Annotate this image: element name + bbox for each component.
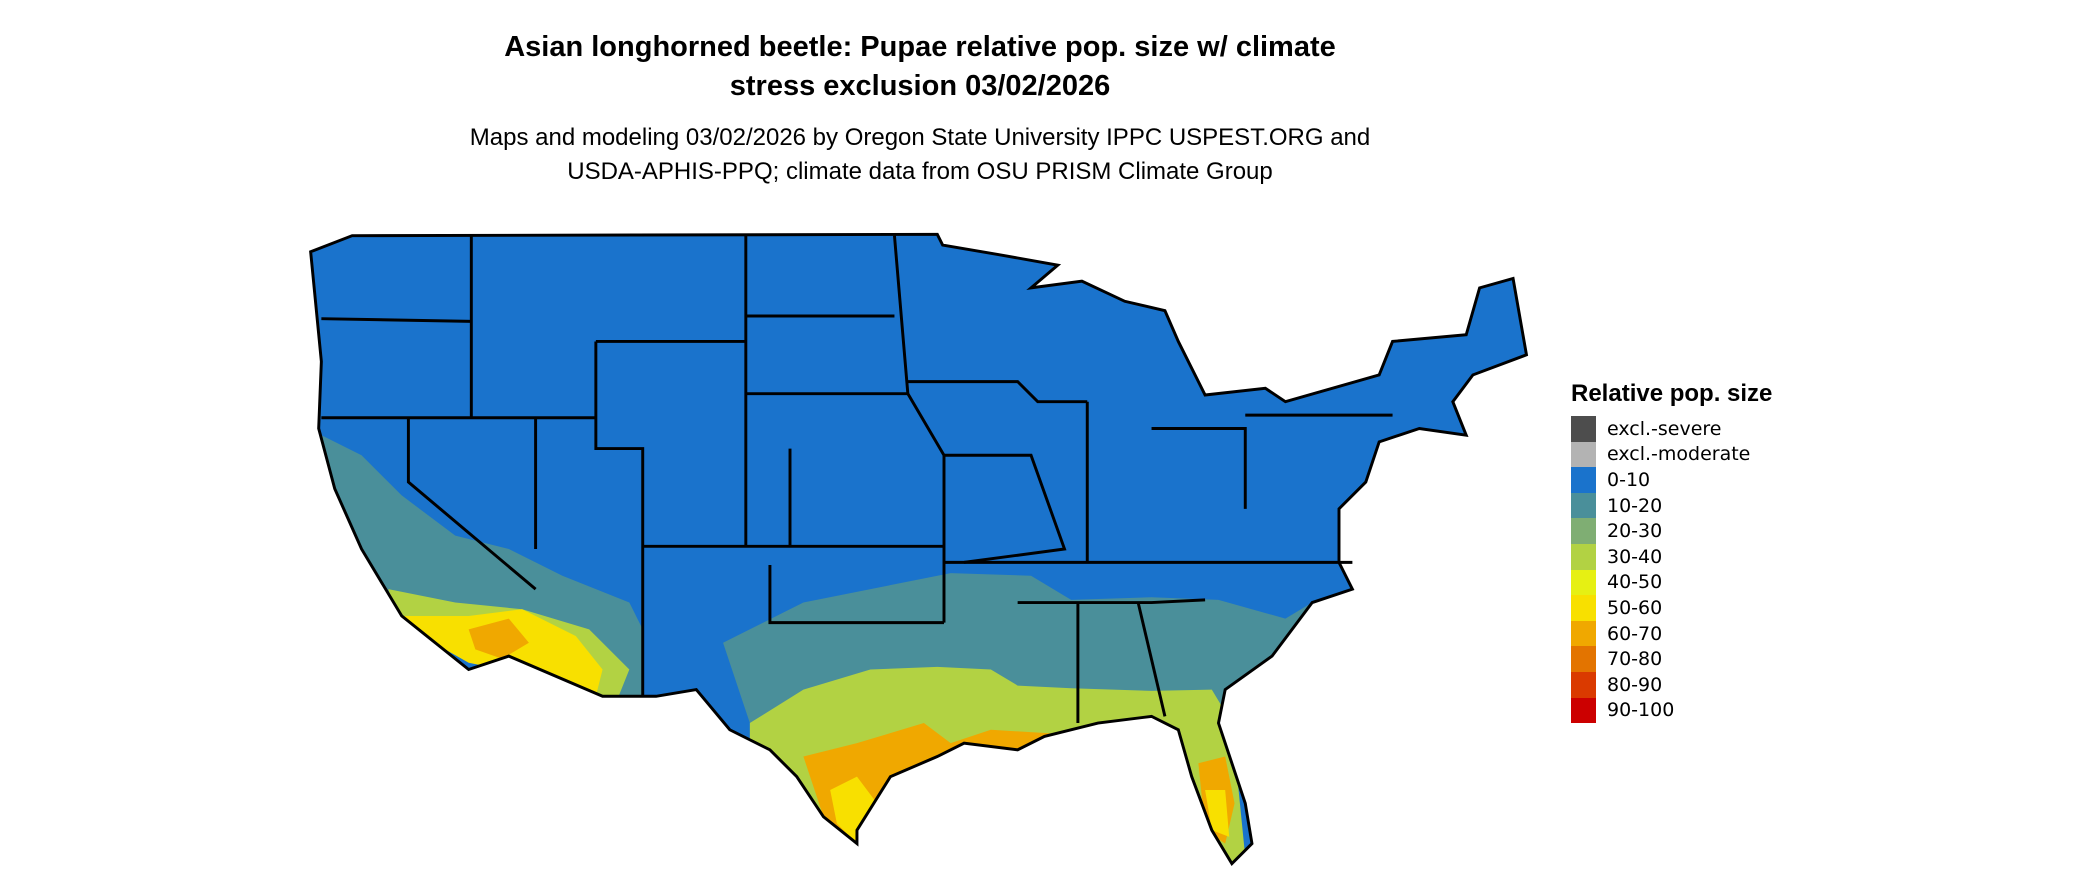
map-subtitle: Maps and modeling 03/02/2026 by Oregon S… <box>320 121 1520 189</box>
legend-swatch <box>1571 467 1596 493</box>
legend-label: 10-20 <box>1607 494 1663 517</box>
legend-swatch <box>1571 441 1596 468</box>
legend-label: 50-60 <box>1607 596 1663 619</box>
subtitle-line-1: Maps and modeling 03/02/2026 by Oregon S… <box>469 124 1371 151</box>
legend-swatch <box>1571 543 1596 570</box>
legend-item: 40-50 <box>1571 569 1772 596</box>
legend-item: 20-30 <box>1571 518 1772 544</box>
legend-label: 90-100 <box>1607 699 1675 722</box>
legend-label: 60-70 <box>1607 622 1663 645</box>
map-title: Asian longhorned beetle: Pupae relative … <box>320 28 1520 106</box>
legend-item: 10-20 <box>1571 492 1772 519</box>
legend-item: 50-60 <box>1571 595 1772 621</box>
legend-swatch <box>1571 671 1596 698</box>
legend-item: excl.-moderate <box>1571 441 1772 468</box>
legend-title: Relative pop. size <box>1571 380 1773 407</box>
legend-label: 40-50 <box>1607 571 1663 594</box>
legend: Relative pop. size excl.-severe excl.-mod… <box>1571 380 1773 724</box>
legend-label: 80-90 <box>1607 673 1663 696</box>
legend-swatch <box>1571 697 1596 724</box>
legend-swatch <box>1571 492 1596 519</box>
legend-label: 0-10 <box>1607 468 1651 491</box>
legend-label: excl.-severe <box>1607 417 1722 440</box>
legend-swatch <box>1571 646 1596 672</box>
region-60-70-southwest <box>468 618 529 659</box>
state-borders <box>309 232 1528 866</box>
title-line-2: stress exclusion 03/02/2026 <box>729 70 1111 102</box>
legend-item: 60-70 <box>1571 620 1772 647</box>
title-line-1: Asian longhorned beetle: Pupae relative … <box>504 31 1336 63</box>
legend-item: excl.-severe <box>1571 416 1772 442</box>
legend-items: excl.-severe excl.-moderate 0-10 10-20 20-30… <box>1571 416 1772 724</box>
legend-item: 90-100 <box>1571 697 1772 724</box>
legend-item: 70-80 <box>1571 646 1772 672</box>
legend-swatch <box>1571 595 1596 621</box>
legend-item: 0-10 <box>1571 467 1772 493</box>
legend-label: 30-40 <box>1607 545 1663 568</box>
legend-label: excl.-moderate <box>1607 443 1751 466</box>
legend-swatch <box>1571 416 1596 442</box>
legend-label: 20-30 <box>1607 520 1663 543</box>
subtitle-line-2: USDA-APHIS-PPQ; climate data from OSU PR… <box>567 158 1273 185</box>
legend-swatch <box>1571 620 1596 647</box>
legend-item: 80-90 <box>1571 671 1772 698</box>
legend-item: 30-40 <box>1571 543 1772 570</box>
legend-swatch <box>1571 518 1596 544</box>
legend-label: 70-80 <box>1607 648 1663 671</box>
legend-swatch <box>1571 569 1596 596</box>
